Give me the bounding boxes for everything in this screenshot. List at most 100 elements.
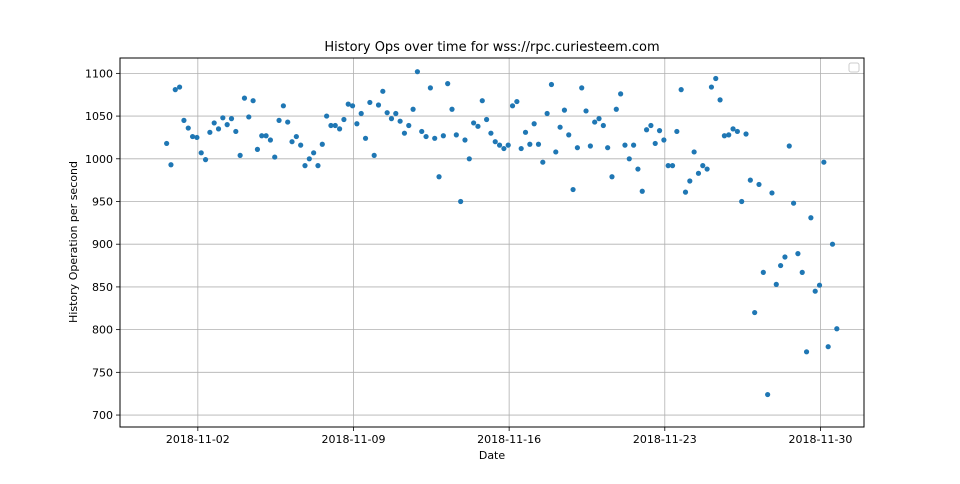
- data-point: [587, 143, 593, 149]
- data-point: [786, 143, 792, 149]
- data-point: [453, 132, 459, 138]
- data-point: [765, 391, 771, 398]
- y-tick-label: 800: [92, 324, 113, 337]
- data-point: [626, 156, 632, 162]
- data-point: [324, 113, 330, 119]
- data-point: [760, 269, 766, 275]
- data-point: [341, 116, 347, 123]
- data-point: [211, 120, 217, 126]
- data-point: [717, 97, 723, 103]
- data-point: [631, 142, 637, 148]
- data-point: [687, 178, 693, 184]
- data-point: [734, 128, 740, 135]
- data-point: [812, 288, 818, 294]
- y-tick-label: 700: [92, 409, 113, 422]
- data-point: [462, 137, 468, 143]
- data-point: [445, 81, 451, 87]
- data-point: [669, 163, 676, 169]
- data-point: [643, 127, 650, 133]
- data-point: [821, 159, 827, 165]
- data-point: [168, 162, 174, 168]
- data-point: [682, 189, 689, 195]
- data-point: [224, 122, 230, 128]
- data-point: [393, 110, 399, 117]
- data-point: [375, 102, 382, 108]
- data-point: [622, 142, 628, 148]
- data-point: [665, 163, 671, 169]
- y-tick-label: 850: [92, 281, 113, 294]
- y-tick-label: 1100: [85, 67, 113, 80]
- data-point: [336, 126, 343, 132]
- data-point: [596, 116, 602, 122]
- data-point: [354, 121, 360, 127]
- data-point: [635, 166, 641, 172]
- data-point: [553, 149, 559, 155]
- data-point: [514, 98, 520, 105]
- data-point: [639, 188, 645, 194]
- data-point: [790, 200, 797, 206]
- y-tick-label: 750: [92, 366, 113, 379]
- data-point: [713, 75, 719, 82]
- data-point: [739, 198, 745, 205]
- data-point: [561, 107, 568, 113]
- data-point: [574, 145, 580, 151]
- data-point: [648, 122, 654, 129]
- data-point: [600, 122, 606, 129]
- data-point: [609, 174, 615, 180]
- data-point: [302, 163, 308, 169]
- data-point: [548, 81, 555, 88]
- plot-frame: [119, 57, 865, 428]
- data-point: [583, 108, 589, 114]
- data-point: [410, 106, 416, 112]
- data-point: [704, 166, 710, 172]
- data-point: [535, 141, 542, 147]
- data-point: [674, 128, 680, 135]
- data-point: [276, 117, 282, 123]
- data-point: [540, 159, 546, 165]
- data-point: [492, 139, 498, 145]
- data-point: [241, 95, 248, 101]
- data-point: [172, 87, 178, 93]
- data-point: [185, 125, 191, 131]
- data-point: [440, 133, 446, 139]
- x-tick-label: 2018-11-23: [633, 433, 697, 446]
- data-point: [496, 142, 503, 148]
- y-tick-label: 900: [92, 238, 113, 251]
- data-point: [189, 133, 196, 140]
- data-point: [215, 126, 222, 132]
- grid-lines: [120, 58, 864, 427]
- data-point: [544, 110, 550, 117]
- data-point: [479, 98, 485, 104]
- y-tick-label: 1050: [85, 110, 113, 123]
- x-tick-label: 2018-11-09: [322, 433, 386, 446]
- data-point: [773, 281, 779, 287]
- data-point: [778, 262, 784, 269]
- data-point: [246, 114, 252, 120]
- data-point: [289, 139, 295, 145]
- data-point: [756, 181, 762, 188]
- data-point: [518, 145, 524, 152]
- data-point: [194, 134, 200, 141]
- data-point: [769, 190, 775, 196]
- data-point: [566, 132, 572, 138]
- data-point: [475, 123, 481, 129]
- data-point: [233, 128, 239, 135]
- data-point: [254, 146, 261, 152]
- data-point: [488, 130, 494, 136]
- data-point: [522, 129, 529, 135]
- data-point: [384, 110, 390, 116]
- data-point: [319, 141, 325, 147]
- x-axis-label: Date: [479, 449, 506, 462]
- data-point: [414, 69, 421, 75]
- data-point: [298, 142, 304, 148]
- data-point: [380, 88, 386, 94]
- data-point: [803, 349, 810, 355]
- data-point: [207, 129, 213, 135]
- data-point: [795, 251, 801, 257]
- data-point: [388, 116, 395, 122]
- data-point: [202, 157, 209, 163]
- data-points: [164, 69, 840, 398]
- data-point: [708, 84, 715, 90]
- data-point: [220, 115, 226, 121]
- data-point: [730, 126, 736, 132]
